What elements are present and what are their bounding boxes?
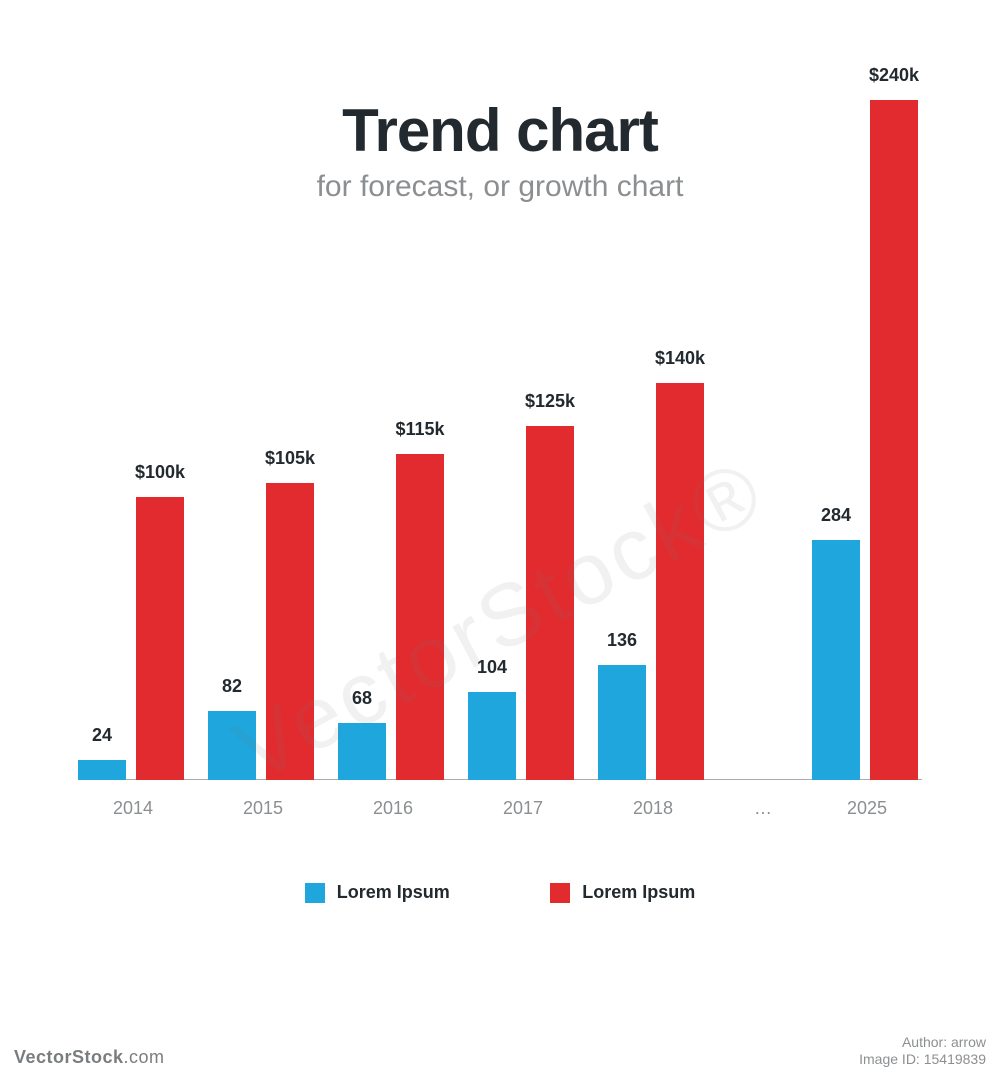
- bar-red: $240k: [870, 100, 918, 780]
- bar-blue: 136: [598, 665, 646, 780]
- bar-blue-value: 136: [580, 630, 664, 651]
- legend-label-red: Lorem Ipsum: [582, 882, 695, 903]
- bar-blue: 68: [338, 723, 386, 780]
- bar-red-fill: [266, 483, 314, 781]
- bar-group: 82$105k: [208, 100, 318, 780]
- x-axis-label: 2014: [78, 798, 188, 819]
- footer-brand: VectorStock.com: [14, 1047, 165, 1068]
- bar-blue-value: 82: [190, 676, 274, 697]
- bar-red-value: $115k: [378, 419, 462, 440]
- bar-red-value: $125k: [508, 391, 592, 412]
- bar-blue: 82: [208, 711, 256, 780]
- legend-item-blue: Lorem Ipsum: [305, 882, 450, 903]
- bar-red: $115k: [396, 454, 444, 780]
- bar-group: 136$140k: [598, 100, 708, 780]
- bar-red-fill: [396, 454, 444, 780]
- bar-blue: 24: [78, 760, 126, 780]
- legend-swatch-red: [550, 883, 570, 903]
- chart-canvas: Trend chart for forecast, or growth char…: [0, 0, 1000, 1000]
- bar-blue-fill: [468, 692, 516, 780]
- bar-red-fill: [136, 497, 184, 780]
- bar-group: 284$240k: [812, 100, 922, 780]
- x-axis-label: 2018: [598, 798, 708, 819]
- footer-brand-name: VectorStock: [14, 1047, 124, 1067]
- bar-blue-fill: [598, 665, 646, 780]
- legend-swatch-blue: [305, 883, 325, 903]
- x-axis-label: 2025: [812, 798, 922, 819]
- bar-group: 104$125k: [468, 100, 578, 780]
- bar-blue-value: 104: [450, 657, 534, 678]
- legend-item-red: Lorem Ipsum: [550, 882, 695, 903]
- chart-legend: Lorem Ipsum Lorem Ipsum: [0, 882, 1000, 908]
- footer-brand-suffix: .com: [124, 1047, 165, 1067]
- footer-attribution: Author: arrowImage ID: 15419839: [859, 1034, 986, 1068]
- x-axis-label: 2017: [468, 798, 578, 819]
- bar-blue-fill: [208, 711, 256, 780]
- bar-red: $105k: [266, 483, 314, 781]
- bar-blue-value: 284: [794, 505, 878, 526]
- bar-red-fill: [526, 426, 574, 780]
- bar-red: $125k: [526, 426, 574, 780]
- bar-red-value: $140k: [638, 348, 722, 369]
- bar-red: $140k: [656, 383, 704, 780]
- bar-blue-fill: [338, 723, 386, 780]
- bar-red-value: $105k: [248, 448, 332, 469]
- bar-blue: 284: [812, 540, 860, 780]
- bar-red-value: $240k: [852, 65, 936, 86]
- bar-blue-value: 24: [60, 725, 144, 746]
- legend-label-blue: Lorem Ipsum: [337, 882, 450, 903]
- x-axis-label: 2015: [208, 798, 318, 819]
- bar-red: $100k: [136, 497, 184, 780]
- bar-red-fill: [870, 100, 918, 780]
- bar-blue-value: 68: [320, 688, 404, 709]
- bar-blue-fill: [78, 760, 126, 780]
- bar-red-value: $100k: [118, 462, 202, 483]
- bar-group: 68$115k: [338, 100, 448, 780]
- chart-plot-area: 24$100k82$105k68$115k104$125k136$140k284…: [78, 100, 922, 780]
- bar-group: 24 $100k: [78, 100, 188, 780]
- bar-blue-fill: [812, 540, 860, 780]
- x-axis-label: 2016: [338, 798, 448, 819]
- x-axis-break: …: [738, 798, 788, 819]
- bar-red-fill: [656, 383, 704, 780]
- bar-blue: 104: [468, 692, 516, 780]
